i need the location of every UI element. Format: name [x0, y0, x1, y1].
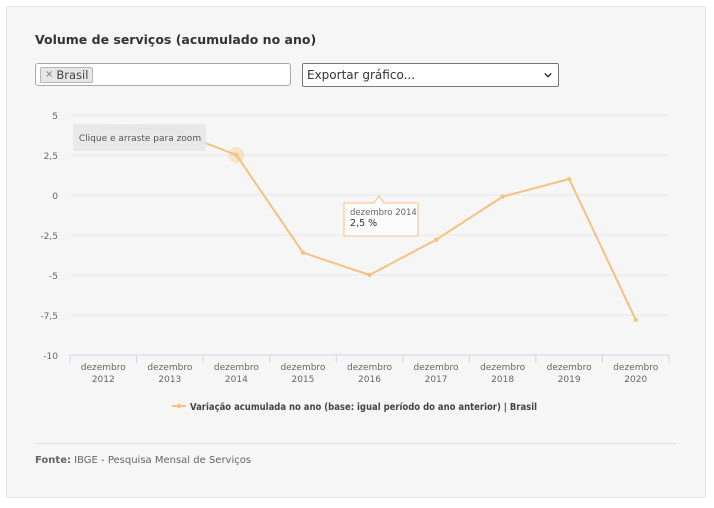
- x-tick-label: dezembro: [347, 363, 392, 373]
- source-text: IBGE - Pesquisa Mensal de Serviços: [74, 455, 252, 466]
- location-chip[interactable]: × Brasil: [40, 67, 94, 83]
- data-point[interactable]: [566, 176, 572, 182]
- y-tick-label: 0: [52, 192, 58, 202]
- data-point[interactable]: [234, 152, 239, 158]
- y-tick-label: 5: [52, 112, 58, 122]
- data-point[interactable]: [367, 272, 372, 278]
- y-tick-label: -7,5: [40, 312, 58, 322]
- x-tick-label: 2014: [225, 375, 248, 385]
- chevron-down-icon: [544, 72, 552, 78]
- y-tick-label: -2,5: [40, 232, 58, 242]
- data-point[interactable]: [500, 194, 505, 199]
- tooltip-value: 2,5 %: [350, 218, 377, 229]
- zoom-hint-box: [73, 124, 206, 151]
- x-tick-label: 2016: [358, 375, 381, 385]
- chart-title: Volume de serviços (acumulado no ano): [35, 32, 317, 47]
- x-tick-label: 2012: [92, 375, 115, 385]
- x-tick-label: dezembro: [81, 363, 126, 373]
- y-tick-label: -5: [49, 272, 58, 282]
- tooltip-date: dezembro 2014: [350, 208, 417, 218]
- chart-card: [6, 6, 706, 498]
- x-tick-label: dezembro: [214, 363, 259, 373]
- x-tick-label: dezembro: [613, 363, 658, 373]
- export-chart-select[interactable]: Exportar gráfico...: [302, 63, 559, 87]
- data-point[interactable]: [633, 317, 638, 322]
- x-tick-label: dezembro: [147, 363, 192, 373]
- legend-marker-icon: [176, 403, 182, 409]
- source-note: Fonte: IBGE - Pesquisa Mensal de Serviço…: [35, 455, 251, 466]
- x-tick-label: 2015: [291, 375, 314, 385]
- x-tick-label: dezembro: [480, 363, 525, 373]
- x-tick-label: dezembro: [414, 363, 459, 373]
- x-tick-label: 2020: [624, 375, 647, 385]
- tooltip-box: [343, 195, 419, 237]
- x-tick-label: dezembro: [280, 363, 325, 373]
- x-tick-label: 2013: [158, 375, 181, 385]
- x-tick-label: 2019: [558, 375, 581, 385]
- data-point[interactable]: [300, 250, 306, 255]
- source-label: Fonte:: [35, 455, 71, 466]
- legend-label[interactable]: Variação acumulada no ano (base: igual p…: [190, 401, 537, 413]
- footer-divider: [35, 443, 676, 444]
- zoom-hint-text: Clique e arraste para zoom: [79, 134, 201, 144]
- export-chart-label: Exportar gráfico...: [307, 68, 416, 82]
- y-tick-label: 2,5: [44, 152, 58, 162]
- location-filter-input[interactable]: × Brasil: [35, 63, 291, 86]
- x-tick-label: dezembro: [547, 363, 592, 373]
- location-chip-label: Brasil: [56, 68, 89, 82]
- y-tick-label: -10: [43, 352, 58, 362]
- remove-chip-icon[interactable]: ×: [45, 69, 54, 80]
- x-tick-label: 2018: [491, 375, 514, 385]
- data-point[interactable]: [433, 237, 439, 242]
- x-tick-label: 2017: [425, 375, 448, 385]
